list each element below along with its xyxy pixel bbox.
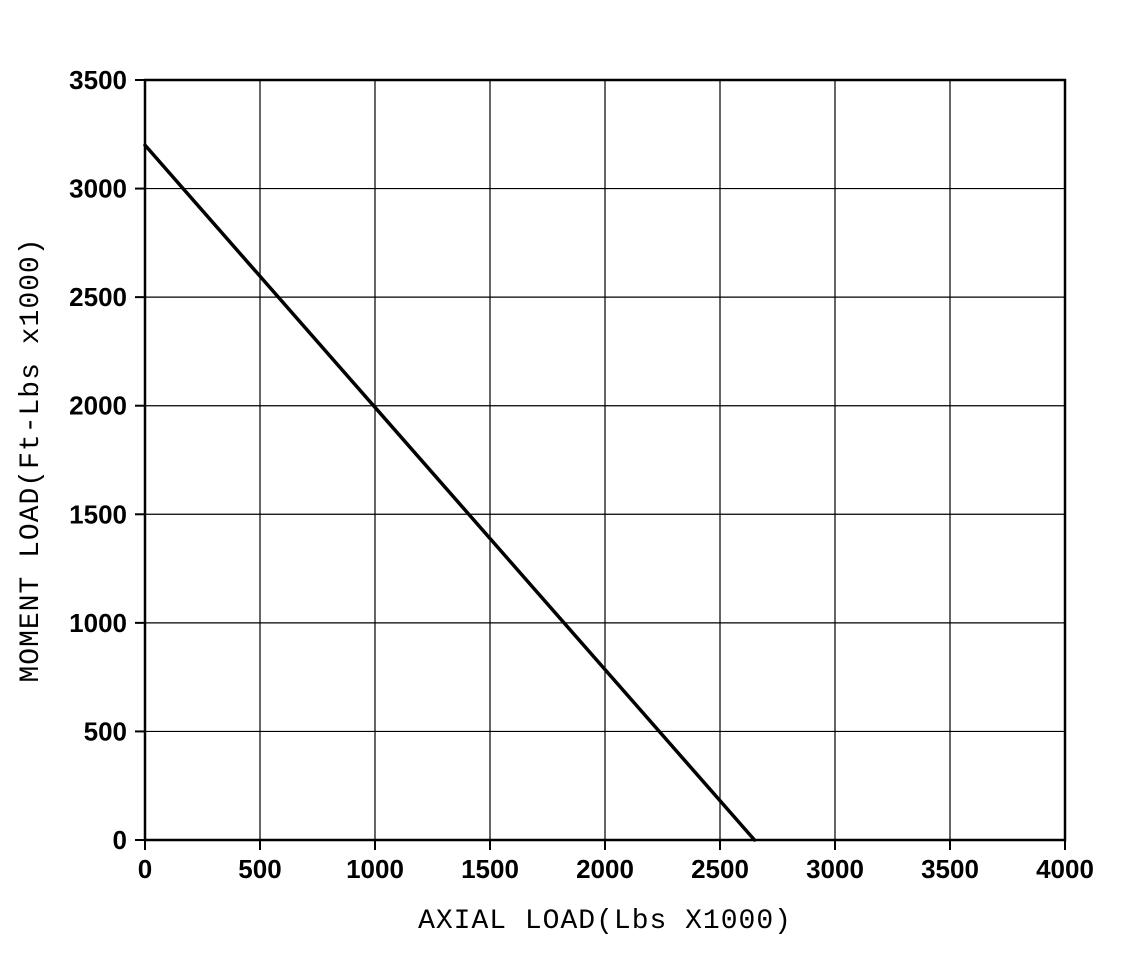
x-tick-label: 3000: [806, 854, 864, 884]
load-chart: 0 500 1000 1500 2000 2500 3000 3500 4000 0 500 1000…: [0, 0, 1126, 961]
x-axis-label: AXIAL LOAD(Lbs X1000): [418, 906, 792, 937]
x-tick-label: 1500: [461, 854, 519, 884]
y-tick-label: 2500: [69, 282, 127, 312]
x-tick-label: 1000: [346, 854, 404, 884]
y-axis-label: MOMENT LOAD(Ft-Lbs x1000): [16, 237, 47, 682]
chart-container: 0 500 1000 1500 2000 2500 3000 3500 4000 0 500 1000…: [0, 0, 1126, 961]
x-tick-label: 3500: [921, 854, 979, 884]
x-tick-label: 2500: [691, 854, 749, 884]
y-tick-label: 0: [113, 825, 127, 855]
y-tick-label: 1000: [69, 608, 127, 638]
y-tick-label: 3000: [69, 174, 127, 204]
chart-bg: [0, 0, 1126, 961]
x-tick-label: 2000: [576, 854, 634, 884]
x-tick-label: 4000: [1036, 854, 1094, 884]
y-tick-label: 500: [84, 716, 127, 746]
y-tick-label: 1500: [69, 499, 127, 529]
x-tick-label: 500: [238, 854, 281, 884]
y-tick-label: 2000: [69, 391, 127, 421]
x-tick-label: 0: [138, 854, 152, 884]
y-tick-label: 3500: [69, 65, 127, 95]
